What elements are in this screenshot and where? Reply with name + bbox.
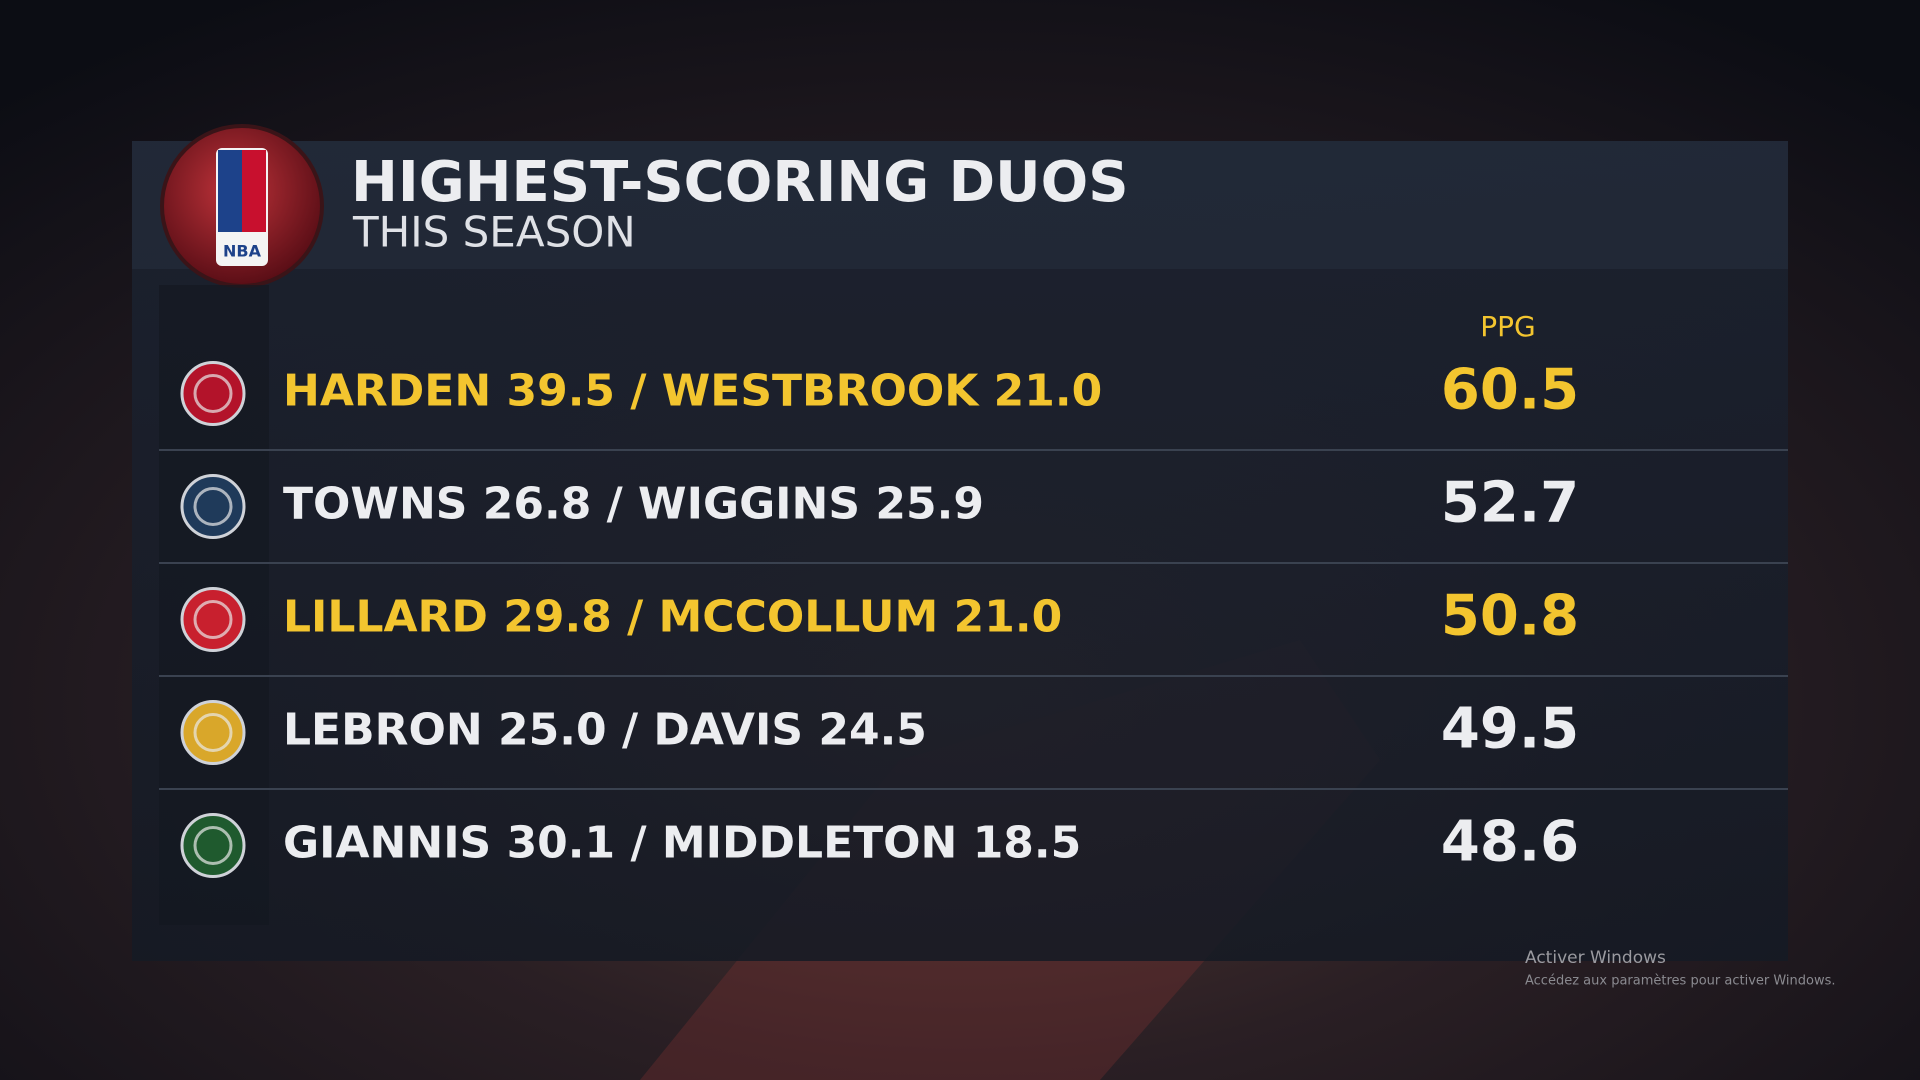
- row-label: TOWNS 26.8 / WIGGINS 25.9: [283, 479, 984, 530]
- team-logo: [180, 813, 246, 878]
- nba-logo-text: NBA: [223, 242, 262, 261]
- title: HIGHEST-SCORING DUOS: [351, 150, 1129, 215]
- row-ppg: 49.5: [1441, 697, 1579, 762]
- team-logo-inner: [193, 713, 233, 752]
- row-label: LILLARD 29.8 / MCCOLLUM 21.0: [283, 592, 1062, 643]
- row-ppg: 50.8: [1441, 584, 1579, 649]
- row-ppg: 48.6: [1441, 810, 1579, 875]
- panel: [132, 141, 1788, 961]
- row-ppg: 60.5: [1441, 358, 1579, 423]
- team-logo-inner: [193, 826, 233, 865]
- row-label: HARDEN 39.5 / WESTBROOK 21.0: [283, 366, 1102, 417]
- nba-logo-red: [242, 150, 266, 232]
- column-header: PPG: [1480, 310, 1535, 343]
- row-label: LEBRON 25.0 / DAVIS 24.5: [283, 705, 927, 756]
- team-logo: [180, 361, 246, 426]
- watermark-text: Accédez aux paramètres pour activer Wind…: [1525, 974, 1836, 989]
- row-ppg: 52.7: [1441, 471, 1579, 536]
- team-logo-inner: [193, 374, 233, 413]
- team-logo-inner: [193, 600, 233, 639]
- row-label: GIANNIS 30.1 / MIDDLETON 18.5: [283, 818, 1081, 869]
- nba-logo-blue: [218, 150, 242, 232]
- team-logo: [180, 700, 246, 765]
- subtitle: THIS SEASON: [352, 208, 636, 257]
- rows: HARDEN 39.5 / WESTBROOK 21.0 60.5 TOWNS 26…: [159, 358, 1788, 878]
- header-band: [132, 141, 1788, 269]
- watermark-title: Activer Windows: [1525, 948, 1666, 968]
- team-logo: [180, 474, 246, 539]
- team-logo-inner: [193, 487, 233, 526]
- team-logo: [180, 587, 246, 652]
